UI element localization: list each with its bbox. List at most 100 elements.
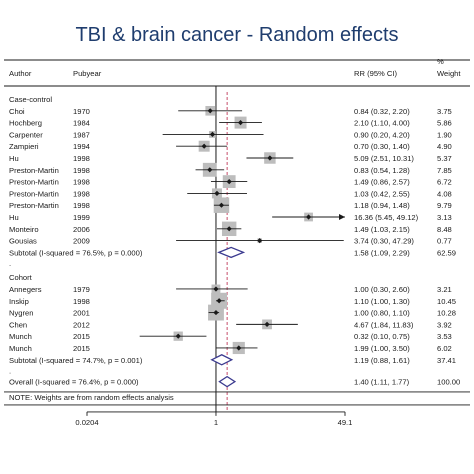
study-point-estimate	[305, 214, 312, 220]
study-weight: 4.90	[437, 142, 452, 151]
study-point-estimate	[213, 309, 219, 316]
study-point-estimate	[264, 321, 270, 327]
study-year: 1998	[73, 166, 90, 175]
subtotal-weight: 37.41	[437, 356, 456, 365]
study-point-estimate	[201, 143, 207, 149]
subtotal-ci-text: 1.58 (1.09, 2.29)	[354, 248, 410, 257]
study-weight: 9.79	[437, 201, 452, 210]
study-weight: 3.92	[437, 320, 452, 329]
header-weight: Weight	[437, 69, 461, 78]
study-author: Preston-Martin	[9, 166, 59, 175]
study-weight: 1.90	[437, 130, 452, 139]
study-year: 2009	[73, 237, 90, 246]
study-year: 2015	[73, 344, 90, 353]
study-ci-text: 0.32 (0.10, 0.75)	[354, 332, 410, 341]
study-weight: 5.37	[437, 154, 452, 163]
study-ci-text: 1.49 (1.03, 2.15)	[354, 225, 410, 234]
study-weight: 3.21	[437, 285, 452, 294]
study-ci-text: 1.49 (0.86, 2.57)	[354, 178, 410, 187]
subtotal-weight: 62.59	[437, 248, 456, 257]
study-ci-text: 5.09 (2.51, 10.31)	[354, 154, 414, 163]
study-weight: 10.28	[437, 309, 456, 318]
study-author: Preston-Martin	[9, 178, 59, 187]
study-year: 1998	[73, 189, 90, 198]
study-author: Inskip	[9, 297, 29, 306]
study-weight: 6.02	[437, 344, 452, 353]
x-axis-tick-label: 49.1	[338, 418, 353, 427]
study-point-estimate	[226, 179, 232, 185]
study-author: Hu	[9, 154, 19, 163]
study-point-estimate	[214, 190, 220, 196]
study-author: Nygren	[9, 309, 33, 318]
study-weight: 3.53	[437, 332, 452, 341]
study-author: Munch	[9, 344, 32, 353]
overall-label: Overall (I-squared = 76.4%, p = 0.000)	[9, 378, 139, 387]
subtotal-label: Subtotal (I-squared = 76.5%, p = 0.000)	[9, 248, 143, 257]
study-author: Hu	[9, 213, 19, 222]
study-author: Preston-Martin	[9, 201, 59, 210]
study-ci-text: 1.03 (0.42, 2.55)	[354, 189, 410, 198]
spacer-dot: .	[9, 259, 11, 268]
study-year: 2001	[73, 309, 90, 318]
study-year: 1984	[73, 119, 90, 128]
header-effect: RR (95% CI)	[354, 69, 398, 78]
study-author: Monteiro	[9, 225, 39, 234]
study-point-estimate	[257, 238, 263, 244]
study-weight: 6.72	[437, 178, 452, 187]
study-point-estimate	[213, 286, 219, 292]
group-label: Case-control	[9, 95, 52, 104]
study-author: Choi	[9, 107, 25, 116]
study-point-estimate	[218, 202, 225, 208]
study-weight: 10.45	[437, 297, 456, 306]
study-year: 1998	[73, 297, 90, 306]
study-weight: 3.13	[437, 213, 452, 222]
study-year: 2006	[73, 225, 90, 234]
study-author: Gousias	[9, 237, 37, 246]
spacer-dot: .	[9, 367, 11, 376]
study-ci-text: 1.18 (0.94, 1.48)	[354, 201, 410, 210]
study-ci-text: 1.10 (1.00, 1.30)	[354, 297, 410, 306]
x-axis-tick-label: 1	[214, 418, 218, 427]
study-year: 1998	[73, 201, 90, 210]
study-ci-text: 0.83 (0.54, 1.28)	[354, 166, 410, 175]
study-point-estimate	[207, 167, 213, 173]
study-author: Chen	[9, 320, 27, 329]
study-ci-text: 16.36 (5.45, 49.12)	[354, 213, 419, 222]
study-year: 1970	[73, 107, 90, 116]
header-author: Author	[9, 69, 32, 78]
study-ci-text: 0.70 (0.30, 1.40)	[354, 142, 410, 151]
study-ci-text: 3.74 (0.30, 47.29)	[354, 237, 414, 246]
study-point-estimate	[216, 298, 222, 304]
header-weight-percent: %	[437, 57, 444, 66]
study-year: 1979	[73, 285, 90, 294]
study-year: 1987	[73, 130, 90, 139]
study-point-estimate	[207, 108, 213, 114]
study-year: 2012	[73, 320, 90, 329]
study-point-estimate	[237, 120, 244, 126]
study-weight: 5.86	[437, 119, 452, 128]
overall-ci-text: 1.40 (1.11, 1.77)	[354, 378, 410, 387]
subtotal-diamond	[217, 246, 246, 259]
study-ci-text: 1.99 (1.00, 3.50)	[354, 344, 410, 353]
study-author: Zampieri	[9, 142, 39, 151]
study-ci-text: 1.00 (0.30, 2.60)	[354, 285, 410, 294]
subtotal-diamond	[210, 354, 234, 366]
overall-weight: 100.00	[437, 378, 460, 387]
study-author: Hochberg	[9, 119, 42, 128]
study-weight: 8.48	[437, 225, 452, 234]
study-ci-text: 4.67 (1.84, 11.83)	[354, 320, 414, 329]
study-weight: 3.75	[437, 107, 452, 116]
study-author: Annegers	[9, 285, 42, 294]
study-year: 1998	[73, 178, 90, 187]
study-ci-text: 0.90 (0.20, 4.20)	[354, 130, 410, 139]
header-pubyear: Pubyear	[73, 69, 102, 78]
study-weight: 0.77	[437, 237, 452, 246]
study-point-estimate	[175, 333, 181, 339]
study-point-estimate	[226, 226, 232, 232]
study-year: 2015	[73, 332, 90, 341]
study-year: 1999	[73, 213, 90, 222]
study-year: 1998	[73, 154, 90, 163]
study-ci-arrow	[339, 214, 345, 220]
